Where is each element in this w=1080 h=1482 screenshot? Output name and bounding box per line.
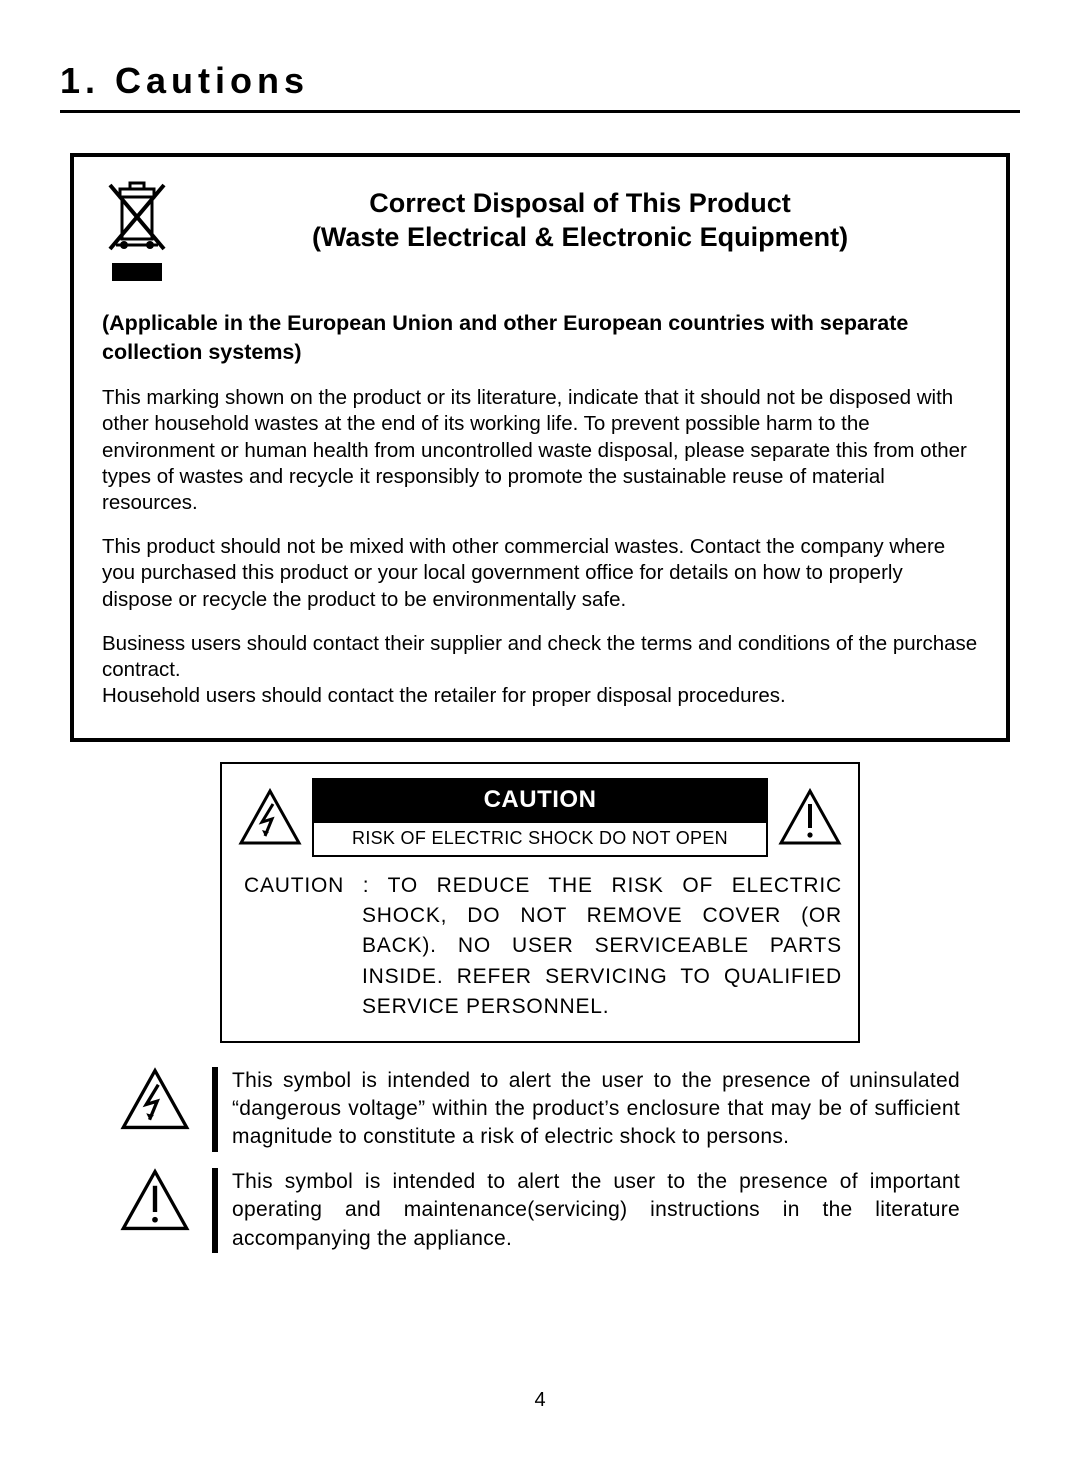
disposal-subtitle: (Applicable in the European Union and ot…	[102, 309, 978, 367]
caution-lead: CAUTION :	[244, 874, 388, 897]
crossed-bin-icon	[102, 177, 172, 257]
caution-body: TO REDUCE THE RISK OF ELECTRIC SHOCK, DO…	[362, 874, 842, 1019]
caution-label: CAUTION	[314, 780, 766, 821]
section-title: 1. Cautions	[60, 60, 1020, 113]
caution-risk-text: RISK OF ELECTRIC SHOCK DO NOT OPEN	[314, 821, 766, 855]
disposal-p2: This product should not be mixed with ot…	[102, 534, 978, 613]
symbol-row-excl: This symbol is intended to alert the use…	[120, 1168, 960, 1253]
disposal-title-line1: Correct Disposal of This Product	[369, 188, 791, 218]
caution-main-text: CAUTION : TO REDUCE THE RISK OF ELECTRIC…	[238, 871, 842, 1023]
disposal-body: This marking shown on the product or its…	[102, 385, 978, 710]
symbol-row-shock: This symbol is intended to alert the use…	[120, 1067, 960, 1152]
disposal-p1: This marking shown on the product or its…	[102, 385, 978, 516]
disposal-title-line2: (Waste Electrical & Electronic Equipment…	[312, 222, 848, 252]
exclamation-triangle-icon	[778, 788, 842, 846]
weee-icon	[102, 177, 172, 281]
disposal-p3b: Household users should contact the retai…	[102, 683, 978, 709]
weee-bar-icon	[112, 263, 162, 281]
disposal-title: Correct Disposal of This Product (Waste …	[182, 177, 978, 255]
caution-box: CAUTION RISK OF ELECTRIC SHOCK DO NOT OP…	[220, 762, 860, 1043]
disposal-box: Correct Disposal of This Product (Waste …	[70, 153, 1010, 742]
shock-triangle-icon	[120, 1067, 190, 1131]
shock-triangle-icon	[238, 788, 302, 846]
disposal-p3a: Business users should contact their supp…	[102, 631, 978, 683]
exclamation-triangle-icon	[120, 1168, 190, 1232]
disposal-header: Correct Disposal of This Product (Waste …	[102, 177, 978, 281]
vertical-bar-icon	[212, 1067, 218, 1152]
vertical-bar-icon	[212, 1168, 218, 1253]
symbol-shock-text: This symbol is intended to alert the use…	[232, 1067, 960, 1152]
symbol-excl-text: This symbol is intended to alert the use…	[232, 1168, 960, 1253]
page-number: 4	[0, 1389, 1080, 1412]
caution-top-row: CAUTION RISK OF ELECTRIC SHOCK DO NOT OP…	[238, 778, 842, 857]
caution-label-box: CAUTION RISK OF ELECTRIC SHOCK DO NOT OP…	[312, 778, 768, 857]
